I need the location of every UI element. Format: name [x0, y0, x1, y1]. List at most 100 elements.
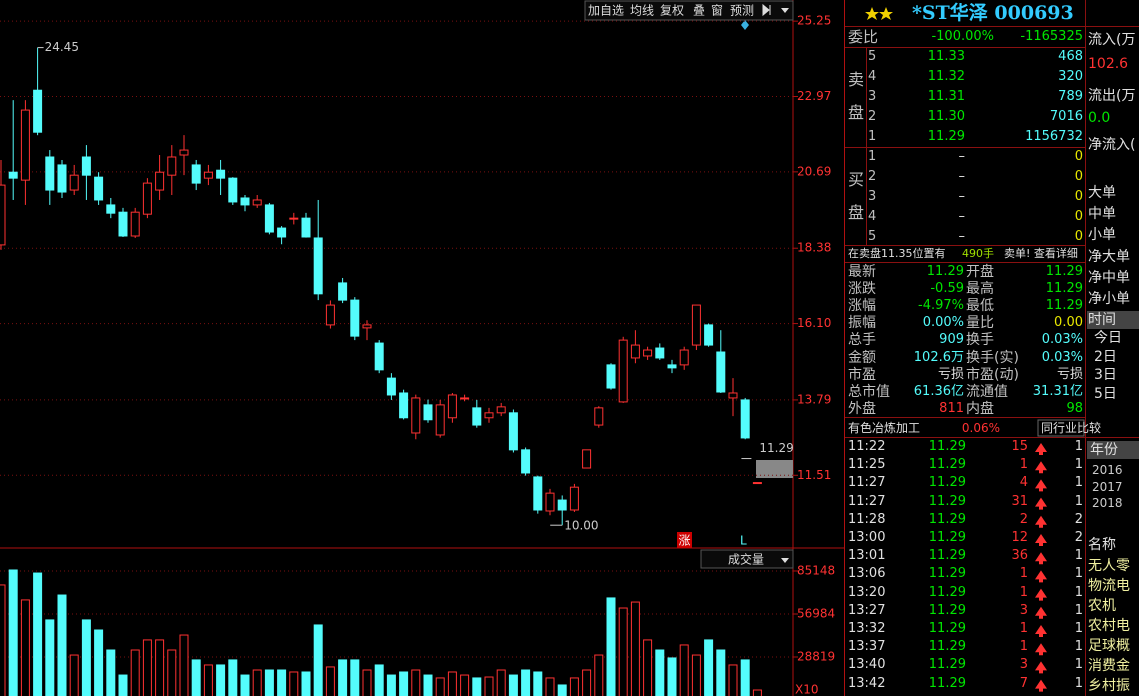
toolbar-button[interactable]: 均线: [630, 4, 654, 18]
toolbar-button[interactable]: 加自选: [588, 4, 624, 18]
toolbar-button[interactable]: 复权: [660, 4, 684, 18]
volume-bar: [33, 572, 43, 696]
order-type: 大单: [1088, 185, 1116, 201]
candle-body: [106, 204, 116, 214]
flow-item: 流出(万: [1088, 88, 1136, 104]
stat-label: 最低: [966, 298, 994, 315]
level-price: –: [958, 169, 966, 184]
up-arrow: [1035, 515, 1047, 528]
tick-count: 2: [1074, 511, 1083, 527]
y-tick-label: 56984: [797, 606, 835, 620]
up-arrow: [1035, 588, 1047, 601]
toolbar-button[interactable]: 叠: [693, 4, 705, 18]
marker[interactable]: L: [740, 534, 747, 548]
toolbar-icon[interactable]: [762, 3, 771, 17]
candle-body: [130, 211, 140, 237]
concept[interactable]: 物流电: [1088, 578, 1130, 594]
toolbar-dropdown[interactable]: [781, 8, 789, 13]
candle-body: [20, 109, 30, 181]
tick-volume: 15: [1011, 439, 1028, 454]
tick-price: 11.29: [928, 548, 966, 564]
kline-chart: 成交量 涨 L 加自选 均线 复权叠窗预测 25.25 22.97 20.69 18.38 1…: [0, 0, 845, 696]
candle-body: [216, 169, 226, 179]
level-price: 11.33: [927, 49, 965, 64]
volume-bar: [362, 669, 372, 696]
up-arrow: [1035, 679, 1047, 692]
level-price: –: [958, 149, 966, 164]
level-volume: 7016: [1049, 109, 1083, 124]
tick-volume: 3: [1019, 602, 1028, 618]
level-volume: 0: [1074, 209, 1083, 224]
level-price: 11.29: [927, 129, 965, 144]
toolbar-button[interactable]: 预测: [730, 4, 754, 18]
level: 3: [868, 89, 877, 104]
concept[interactable]: 乡村振: [1088, 678, 1130, 694]
candle-body: [472, 407, 482, 426]
candle-body: [643, 349, 653, 357]
concept[interactable]: 消费金: [1088, 658, 1130, 674]
concept[interactable]: 足球概: [1088, 638, 1130, 654]
info-diamond[interactable]: [741, 20, 749, 30]
volume-bar: [460, 674, 470, 696]
tick-count: 1: [1074, 457, 1083, 473]
tick-time: 13:00: [848, 530, 886, 545]
stat-label: 量比: [966, 315, 994, 332]
volume-bar: [155, 639, 165, 696]
level-volume: 0: [1074, 189, 1083, 204]
tick-count: 1: [1074, 548, 1083, 564]
y-tick-label: 18.38: [797, 241, 831, 255]
stock-title: *ST华泽 000693: [912, 2, 1074, 24]
stat-value: 0.00: [1054, 315, 1083, 331]
toolbar-button[interactable]: 窗: [711, 4, 723, 18]
up-arrow: [1035, 661, 1047, 674]
stat-value: 亏损: [937, 366, 964, 382]
cursor-box: [756, 460, 793, 478]
level: 2: [868, 109, 877, 124]
stat-value: 11.29: [1045, 264, 1083, 279]
concept[interactable]: 农机: [1088, 598, 1116, 614]
stat-label: 外盘: [848, 400, 876, 417]
tick-price: 11.29: [928, 511, 966, 527]
level: 3: [868, 189, 877, 204]
candle-body: [240, 197, 250, 206]
concept[interactable]: 农村电: [1088, 618, 1130, 634]
column-header: 时间: [1088, 312, 1116, 328]
volume-bar: [569, 677, 579, 696]
candle-body: [460, 397, 470, 400]
candle-body: [57, 164, 67, 193]
volume-bar: [167, 649, 177, 696]
tick-volume: 1: [1019, 584, 1028, 600]
level: 1: [868, 149, 877, 164]
period: 3日: [1094, 367, 1117, 383]
level-volume: 468: [1058, 49, 1083, 64]
tick-count: 1: [1074, 584, 1083, 600]
level-price: –: [958, 189, 966, 204]
concept[interactable]: 无人零: [1088, 558, 1130, 574]
volume-selector-label[interactable]: 成交量: [728, 552, 764, 567]
marker[interactable]: 涨: [678, 533, 690, 548]
volume-bar: [240, 674, 250, 696]
notice-volume: 490手: [962, 247, 994, 260]
candle-body: [582, 449, 592, 469]
last-label: 11.29: [759, 441, 793, 455]
order-type: 小单: [1088, 226, 1116, 243]
notice-link[interactable]: 卖单! 查看详细: [1004, 247, 1078, 260]
candle-body: [362, 324, 372, 329]
column-header: 名称: [1088, 537, 1116, 553]
year: 2016: [1092, 463, 1123, 477]
candle-body: [740, 399, 750, 439]
level-volume: 0: [1074, 229, 1083, 244]
volume-bar: [472, 677, 482, 696]
volume-bar: [411, 669, 421, 696]
candle-body: [435, 404, 445, 436]
level-volume: 0: [1074, 149, 1083, 164]
order-type: 净中单: [1088, 270, 1130, 287]
up-arrow: [1035, 461, 1047, 474]
candle-body: [350, 299, 360, 337]
stat-value: 102.6万: [913, 349, 964, 365]
volume-selector[interactable]: [700, 549, 794, 569]
industry-compare[interactable]: 同行业比较: [1041, 421, 1102, 435]
volume-bar: [338, 659, 348, 696]
